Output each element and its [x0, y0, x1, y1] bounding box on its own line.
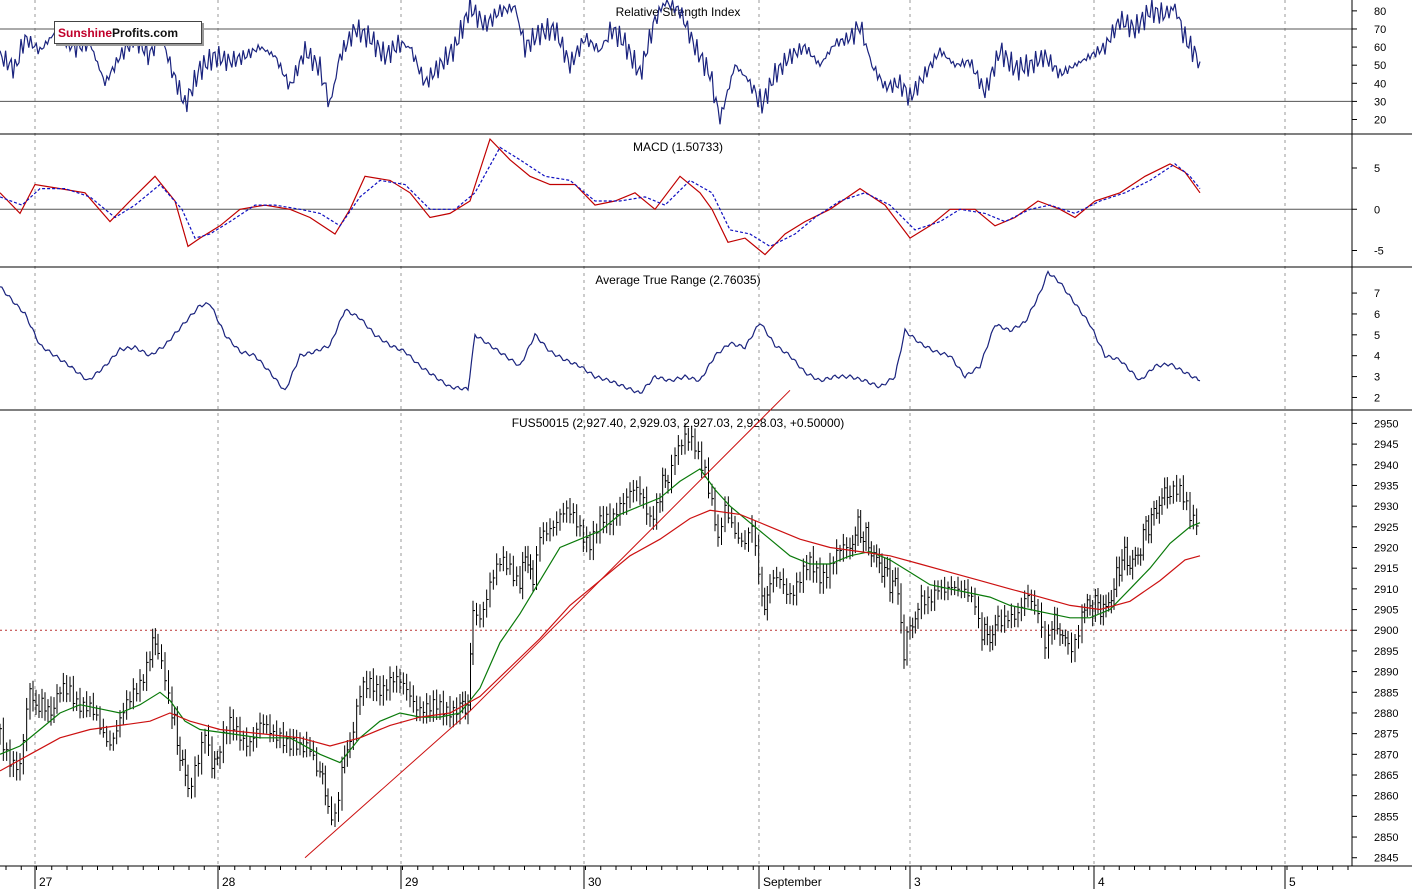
rsi-ytick-label-80: 80: [1374, 6, 1386, 18]
atr-ytick-label-2: 2: [1374, 392, 1380, 404]
x-axis-label-30: 30: [588, 875, 602, 889]
rsi-ytick-label-30: 30: [1374, 96, 1386, 108]
rsi-panel: 20 30 40 50 60 70 80 Relative Strength Index: [0, 0, 1412, 135]
price-ytick-label-2925: 2925: [1374, 522, 1398, 534]
atr-series-line-0: [0, 270, 1201, 394]
price-ytick-label-2855: 2855: [1374, 811, 1398, 823]
atr-title: Average True Range (2.76035): [595, 273, 760, 287]
rsi-ytick-label-70: 70: [1374, 24, 1386, 36]
atr-panel: 2 3 4 5 6 7 Average True Range (2.76035): [0, 270, 1412, 411]
macd-panel: -5 0 5 MACD (1.50733): [0, 137, 1412, 268]
price-ytick-label-2935: 2935: [1374, 480, 1398, 492]
rsi-ytick-label-50: 50: [1374, 60, 1386, 72]
price-ytick-label-2845: 2845: [1374, 853, 1398, 865]
price-ytick-label-2895: 2895: [1374, 646, 1398, 658]
logo-part-sunshine: Sunshine: [58, 25, 113, 40]
price-ytick-label-2915: 2915: [1374, 563, 1398, 575]
price-ytick-label-2890: 2890: [1374, 667, 1398, 679]
rsi-ytick-label-20: 20: [1374, 115, 1386, 127]
macd-series-line-0: [0, 137, 1201, 256]
rsi-series-line-0: [0, 0, 1201, 125]
price-series-line-2: [304, 389, 791, 859]
price-ytick-label-2900: 2900: [1374, 625, 1398, 637]
x-axis-label-27: 27: [39, 875, 53, 889]
x-axis-label-5: 5: [1289, 875, 1296, 889]
price-ytick-label-2865: 2865: [1374, 770, 1398, 782]
price-ytick-label-2930: 2930: [1374, 501, 1398, 513]
price-ytick-label-2885: 2885: [1374, 687, 1398, 699]
macd-series-line-1: [0, 146, 1201, 248]
macd-ytick-label-0: 0: [1374, 204, 1380, 216]
price-ytick-label-2905: 2905: [1374, 605, 1398, 617]
macd-ytick-label-5: 5: [1374, 163, 1380, 175]
rsi-ytick-label-40: 40: [1374, 78, 1386, 90]
rsi-ytick-label-60: 60: [1374, 42, 1386, 54]
price-ytick-label-2880: 2880: [1374, 708, 1398, 720]
x-axis-label-september: September: [763, 875, 822, 889]
price-ytick-label-2910: 2910: [1374, 584, 1398, 596]
price-series-line-0: [0, 468, 1201, 764]
price-ytick-label-2920: 2920: [1374, 543, 1398, 555]
atr-ytick-label-7: 7: [1374, 288, 1380, 300]
price-ytick-label-2950: 2950: [1374, 418, 1398, 430]
price-panel: 2845 2850 2855 2860 2865 2870 2875 2880 2885 2890…: [0, 389, 1412, 867]
macd-ytick-label--5: -5: [1374, 246, 1384, 258]
x-axis-label-29: 29: [405, 875, 419, 889]
atr-ytick-label-6: 6: [1374, 309, 1380, 321]
logo-part-profits: Profits.com: [112, 25, 179, 40]
price-ytick-label-2860: 2860: [1374, 791, 1398, 803]
sunshine-profits-logo: Sunshine Profits.com: [54, 21, 202, 44]
price-ytick-label-2870: 2870: [1374, 749, 1398, 761]
atr-ytick-label-5: 5: [1374, 330, 1380, 342]
x-axis-label-4: 4: [1098, 875, 1105, 889]
atr-ytick-label-4: 4: [1374, 351, 1380, 363]
rsi-title: Relative Strength Index: [616, 5, 741, 19]
x-axis-label-28: 28: [222, 875, 236, 889]
price-title: FUS50015 (2,927.40, 2,929.03, 2,927.03, …: [512, 416, 845, 430]
x-axis-label-3: 3: [914, 875, 921, 889]
price-series-line-1: [0, 509, 1201, 772]
price-ytick-label-2875: 2875: [1374, 729, 1398, 741]
price-ytick-label-2850: 2850: [1374, 832, 1398, 844]
macd-title: MACD (1.50733): [633, 140, 723, 154]
price-ytick-label-2945: 2945: [1374, 439, 1398, 451]
price-ytick-label-2940: 2940: [1374, 460, 1398, 472]
atr-ytick-label-3: 3: [1374, 372, 1380, 384]
